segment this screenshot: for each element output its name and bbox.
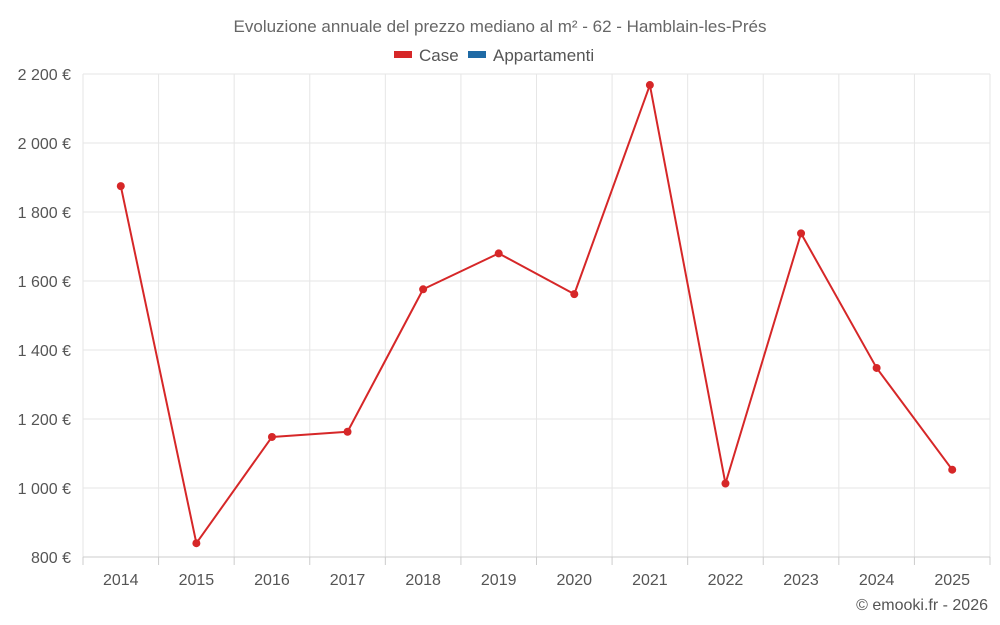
data-point[interactable]: 2023: 1738 € (797, 229, 806, 238)
axes (82, 556, 991, 565)
y-axis-ticks: 800 € 1 000 € 1 200 € 1 400 € 1 600 € 1 800 €… (18, 67, 71, 567)
data-point[interactable]: 2019: 1680 € (494, 249, 503, 258)
series: 2014: 1875 € 2015: 840 € 2016: 1148 € 2017:… (116, 81, 957, 548)
data-point[interactable]: 2021: 2168 € (645, 81, 654, 90)
legend-item-appartamenti[interactable]: Appartamenti (468, 46, 594, 65)
data-point[interactable]: 2025: 1053 € (948, 465, 957, 474)
x-tick-label: 2025 (934, 572, 970, 589)
legend-item-case[interactable]: Case (394, 46, 459, 65)
x-tick-label: 2019 (481, 572, 517, 589)
chart-title: Evoluzione annuale del prezzo mediano al… (234, 17, 767, 36)
series-line-case (119, 84, 954, 545)
y-tick-label: 2 200 € (18, 67, 71, 84)
x-tick-label: 2018 (405, 572, 441, 589)
data-point[interactable]: 2017: 1163 € (343, 427, 352, 436)
data-point[interactable]: 2022: 1013 € (721, 479, 730, 488)
x-tick-label: 2020 (556, 572, 592, 589)
y-tick-label: 2 000 € (18, 136, 71, 153)
y-tick-label: 1 600 € (18, 274, 71, 291)
x-tick-label: 2015 (179, 572, 215, 589)
x-tick-label: 2021 (632, 572, 668, 589)
data-point[interactable]: 2016: 1148 € (267, 432, 276, 441)
x-axis-ticks: 2014 2015 2016 2017 2018 2019 2020 2021 2022 2023… (103, 572, 970, 589)
x-tick-label: 2017 (330, 572, 366, 589)
legend-swatch-case (394, 51, 412, 58)
grid (82, 73, 991, 557)
x-tick-label: 2024 (859, 572, 895, 589)
y-tick-label: 1 800 € (18, 205, 71, 222)
data-point[interactable]: 2018: 1576 € (419, 285, 428, 294)
y-tick-label: 1 200 € (18, 412, 71, 429)
y-tick-label: 800 € (31, 550, 71, 567)
credit-text: © emooki.fr - 2026 (856, 597, 988, 614)
x-tick-label: 2014 (103, 572, 139, 589)
x-tick-label: 2022 (708, 572, 744, 589)
data-point[interactable]: 2020: 1562 € (570, 290, 579, 299)
data-point[interactable]: 2014: 1875 € (116, 182, 125, 191)
y-tick-label: 1 400 € (18, 343, 71, 360)
legend-label-appartamenti: Appartamenti (493, 46, 594, 65)
x-tick-label: 2016 (254, 572, 290, 589)
legend-swatch-appartamenti (468, 51, 486, 58)
y-tick-label: 1 000 € (18, 481, 71, 498)
legend-label-case: Case (419, 46, 459, 65)
legend: Case Appartamenti (394, 46, 594, 65)
data-point[interactable]: 2015: 840 € (192, 539, 201, 548)
data-point[interactable]: 2024: 1348 € (872, 363, 881, 372)
x-tick-label: 2023 (783, 572, 819, 589)
